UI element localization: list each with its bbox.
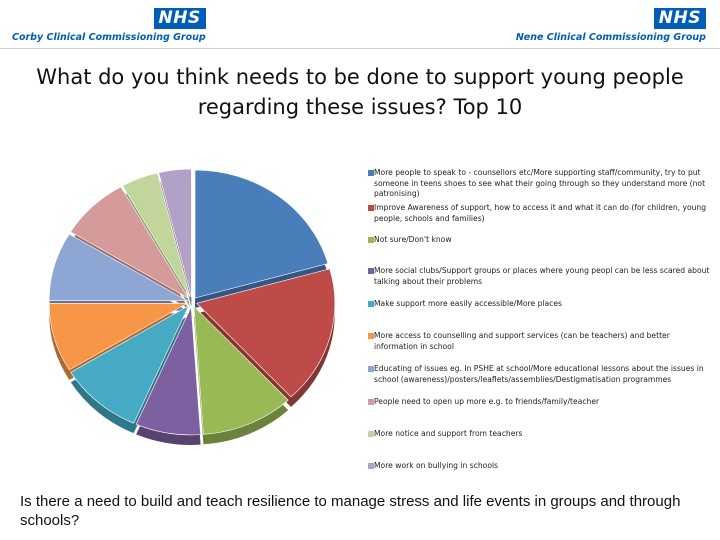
legend-label: More notice and support from teachers (374, 429, 523, 438)
pie-slice-6 (48, 303, 189, 371)
legend-item: Improve Awareness of support, how to acc… (368, 203, 713, 224)
legend-label: Not sure/Don't know (374, 235, 452, 244)
legend-swatch (368, 268, 374, 274)
legend-item: More notice and support from teachers (368, 429, 713, 440)
legend-swatch (368, 399, 374, 405)
legend-swatch (368, 366, 374, 372)
slide-title: What do you think needs to be done to su… (36, 65, 684, 119)
legend-swatch (368, 170, 374, 176)
legend-item: More access to counselling and support s… (368, 331, 713, 352)
corby-ccg-logo: NHS Corby Clinical Commissioning Group (12, 8, 206, 43)
legend-item: Make support more easily accessible/More… (368, 299, 713, 310)
legend-label: Make support more easily accessible/More… (374, 299, 562, 308)
legend-label: More work on bullying in schools (374, 461, 499, 470)
pie-slice-1 (194, 169, 329, 299)
legend-item: People need to open up more e.g. to frie… (368, 397, 713, 408)
pie-slice-9 (122, 172, 191, 298)
header-divider (0, 48, 720, 49)
pie-slice-2 (196, 268, 336, 398)
pie-slice-5 (70, 305, 190, 424)
nhs-badge: NHS (153, 8, 206, 29)
pie-slice-10 (158, 168, 192, 298)
legend-label: People need to open up more e.g. to frie… (374, 397, 600, 406)
legend-label: More social clubs/Support groups or plac… (374, 266, 710, 286)
legend-label: More access to counselling and support s… (374, 331, 670, 351)
slide-footer: Is there a need to build and teach resil… (20, 493, 681, 529)
pie-slice-7 (48, 233, 189, 301)
legend-label: Improve Awareness of support, how to acc… (374, 203, 707, 223)
legend-item: More people to speak to - counsellors et… (368, 168, 713, 200)
legend-swatch (368, 463, 374, 469)
ccg-name: Nene Clinical Commissioning Group (515, 32, 706, 43)
legend-swatch (368, 205, 374, 211)
legend-item: Educating of issues eg. In PSHE at schoo… (368, 364, 713, 385)
legend-swatch (368, 431, 374, 437)
pie-slice-4 (135, 305, 201, 436)
pie-slice-3 (193, 305, 289, 435)
nene-ccg-logo: NHS Nene Clinical Commissioning Group (516, 8, 706, 43)
nhs-badge: NHS (653, 8, 706, 29)
pie-slice-8 (70, 186, 190, 300)
legend-item: More work on bullying in schools (368, 461, 713, 472)
legend-label: Educating of issues eg. In PSHE at schoo… (374, 364, 704, 384)
legend-swatch (368, 301, 374, 307)
legend-swatch (368, 333, 374, 339)
legend-swatch (368, 237, 374, 243)
ccg-name: Corby Clinical Commissioning Group (12, 32, 206, 43)
legend-item: Not sure/Don't know (368, 235, 713, 246)
legend-label: More people to speak to - counsellors et… (374, 168, 706, 199)
legend-item: More social clubs/Support groups or plac… (368, 266, 713, 287)
